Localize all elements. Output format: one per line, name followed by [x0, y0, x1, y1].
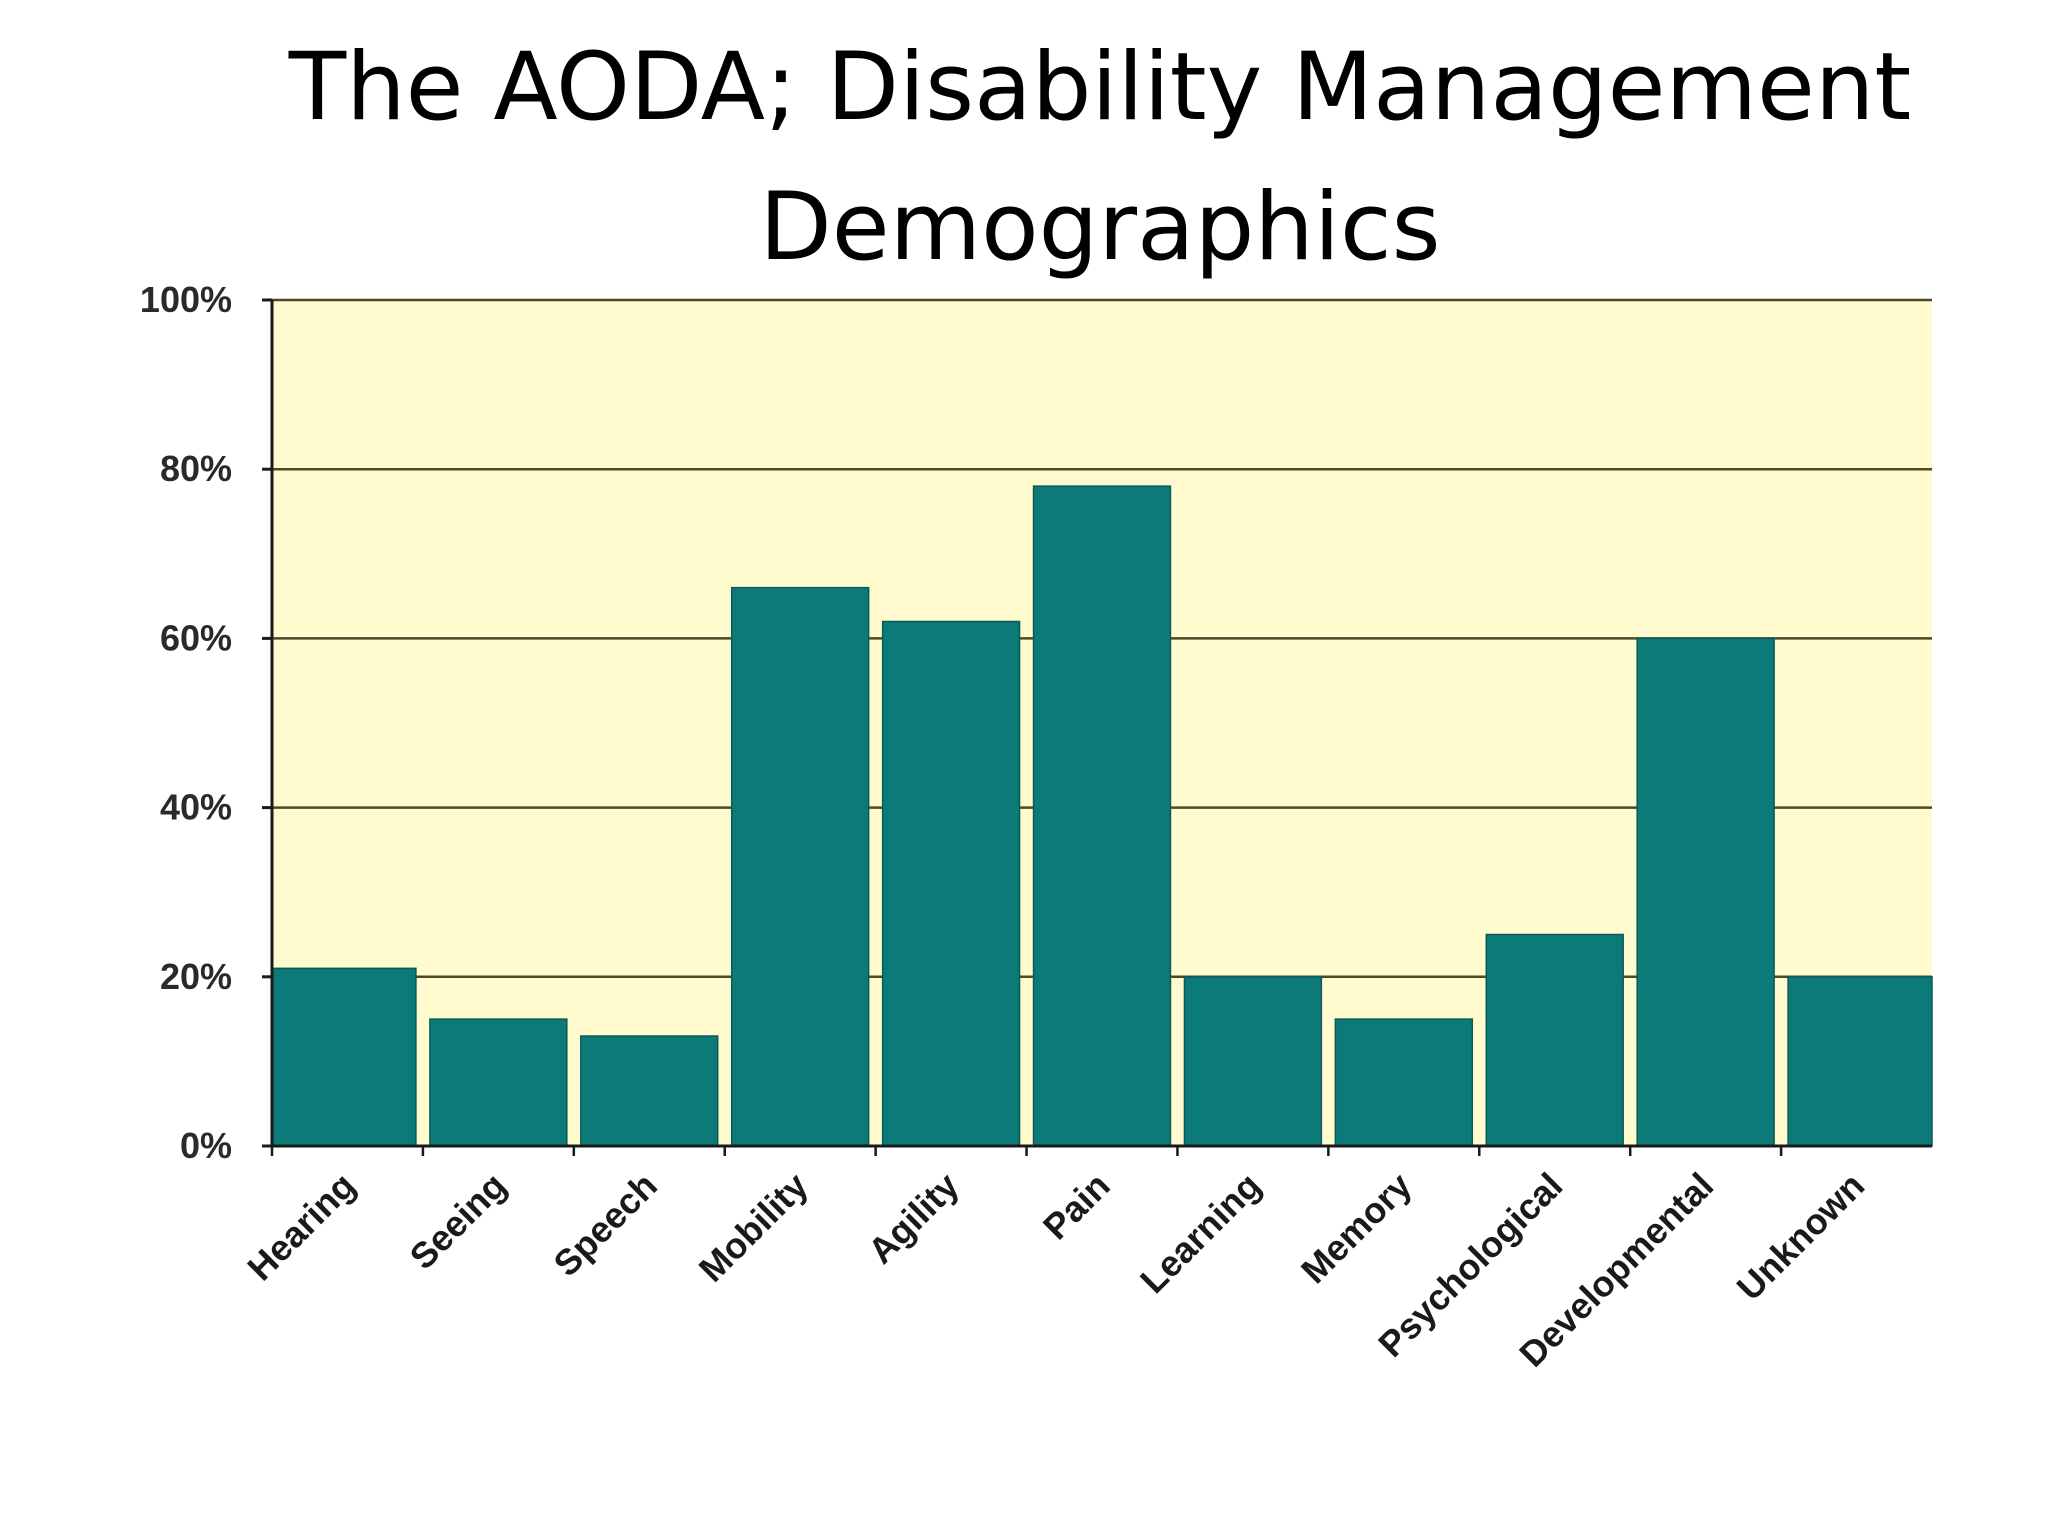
slide-title-line-1: The AODA; Disability Management: [288, 33, 1912, 142]
bar: [1183, 976, 1323, 1147]
bar: [1032, 485, 1172, 1147]
bar: [730, 586, 870, 1147]
y-tick-label: 20%: [160, 956, 232, 997]
slide-title-line-2: Demographics: [759, 173, 1441, 282]
bar: [429, 1018, 568, 1147]
axes: [270, 300, 1932, 1156]
bar: [1787, 976, 1933, 1147]
y-tick-label: 0%: [180, 1125, 232, 1166]
y-tick-label: 40%: [160, 787, 232, 828]
bar: [1334, 1018, 1474, 1147]
y-tick-label: 60%: [160, 617, 232, 658]
bar: [1636, 637, 1775, 1147]
bar: [580, 1035, 719, 1147]
y-tick-label: 100%: [140, 279, 232, 320]
bar: [271, 967, 417, 1147]
y-tick-label: 80%: [160, 448, 232, 489]
y-axis-tick-labels: 0% 20% 40% 60% 80% 100%: [140, 279, 272, 1166]
slide-title: The AODA; Disability Management Demograp…: [200, 18, 2000, 298]
bar: [1485, 933, 1624, 1147]
bars: [271, 485, 1933, 1147]
bar: [881, 620, 1021, 1147]
